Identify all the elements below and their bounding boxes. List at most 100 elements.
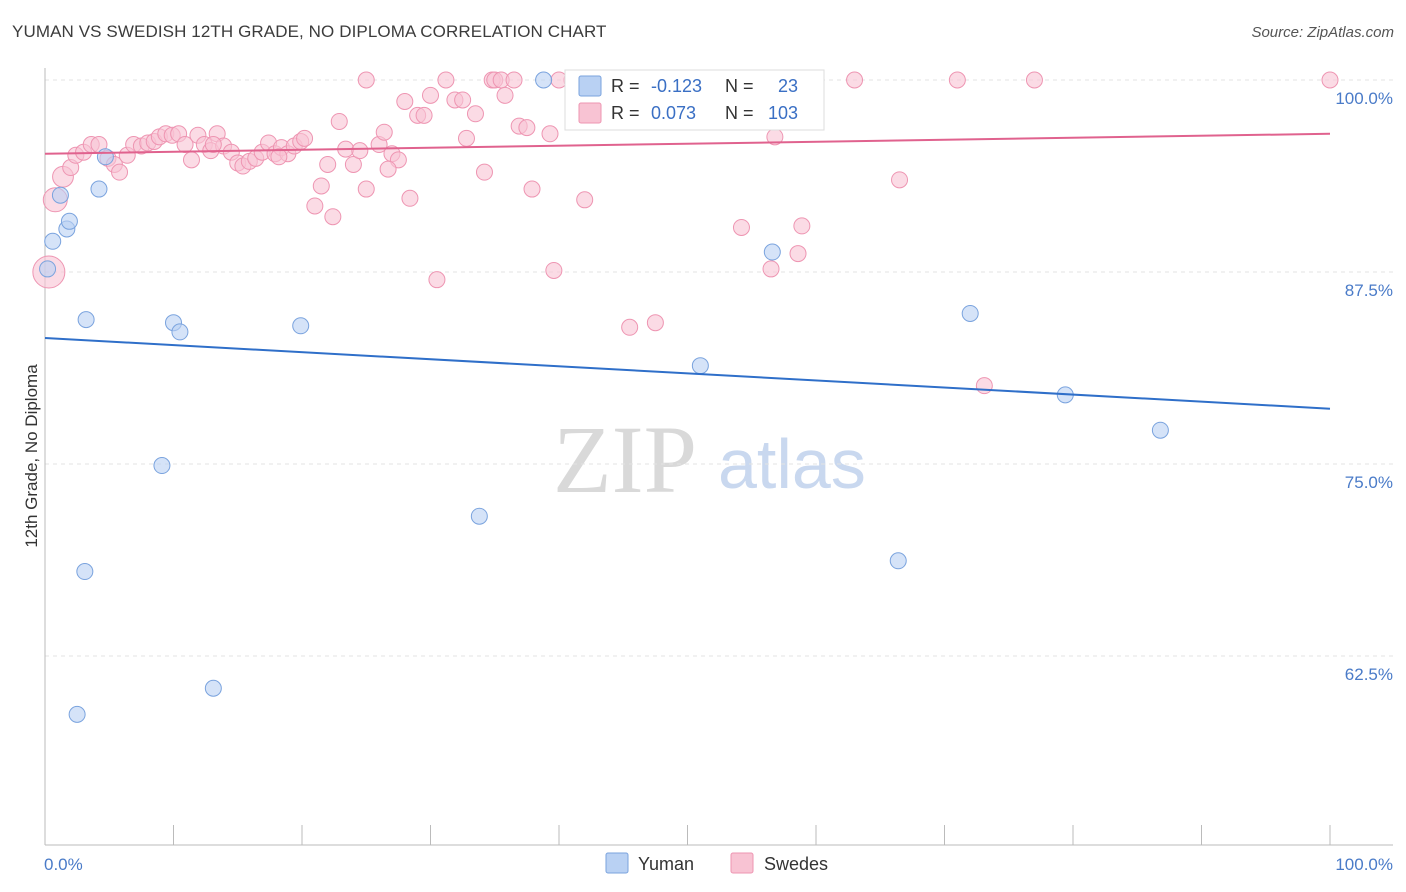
x-tick-label-0: 0.0% [44, 855, 83, 874]
legend-box [564, 69, 825, 131]
swedes-point-21 [182, 151, 200, 169]
swedes-point-95 [1321, 71, 1339, 89]
yuman-point-1 [44, 232, 62, 250]
yuman-point-15 [470, 507, 488, 525]
swedes-point-93 [975, 377, 993, 395]
swedes-point-57 [415, 106, 433, 124]
series-legend-label-swedes: Swedes [764, 854, 828, 874]
swedes-point-51 [375, 123, 393, 141]
yuman-point-11 [76, 563, 94, 581]
axes [44, 68, 1393, 846]
y-tick-label-1: 75.0% [1345, 473, 1393, 492]
watermark-zip: ZIP [553, 406, 697, 513]
swedes-point-70 [505, 71, 523, 89]
yuman-point-5 [77, 311, 95, 329]
series-legend-swatch-yuman [605, 852, 629, 874]
swedes-point-63 [457, 129, 475, 147]
swedes-point-41 [312, 177, 330, 195]
legend-r-value-yuman: -0.123 [651, 76, 702, 96]
swedes-point-43 [324, 208, 342, 226]
swedes-point-81 [646, 314, 664, 332]
swedes-trendline [44, 132, 1331, 155]
swedes-point-74 [541, 125, 559, 143]
yuman-point-13 [204, 679, 222, 697]
swedes-point-55 [401, 189, 419, 207]
swedes-point-94 [1025, 71, 1043, 89]
y-tick-label-2: 87.5% [1345, 281, 1393, 300]
swedes-point-85 [762, 260, 780, 278]
correlation-legend: R = -0.123 N = 23 R = 0.073 N = 103 [564, 69, 825, 131]
yuman-point-0 [39, 260, 57, 278]
legend-r-label-swedes: R = [611, 103, 640, 123]
swedes-point-54 [396, 93, 414, 111]
swedes-point-10 [111, 163, 129, 181]
series-legend-label-yuman: Yuman [638, 854, 694, 874]
yuman-point-10 [153, 457, 171, 475]
yuman-point-17 [763, 243, 781, 261]
series-legend-swatch-swedes [730, 852, 754, 874]
legend-swatch-yuman [578, 75, 602, 97]
trendlines [44, 132, 1331, 410]
legend-n-label-yuman: N = [725, 76, 754, 96]
legend-n-value-swedes: 103 [768, 103, 798, 123]
swedes-point-59 [428, 271, 446, 289]
swedes-point-64 [466, 105, 484, 123]
swedes-point-101 [379, 160, 397, 178]
swedes-point-58 [422, 86, 439, 104]
yuman-point-12 [68, 705, 86, 723]
yuman-point-19 [961, 304, 979, 322]
swedes-point-87 [789, 245, 807, 263]
swedes-points [32, 71, 1339, 395]
y-tick-label-3: 100.0% [1335, 89, 1393, 108]
source-label: Source: ZipAtlas.com [1251, 24, 1394, 41]
yuman-point-14 [292, 317, 310, 335]
series-legend: Yuman Swedes [605, 852, 828, 874]
yuman-point-22 [1151, 421, 1169, 439]
y-axis-label: 12th Grade, No Diploma [22, 364, 41, 548]
chart-title: YUMAN VS SWEDISH 12TH GRADE, NO DIPLOMA … [12, 22, 607, 41]
swedes-point-47 [351, 142, 369, 160]
y-tick-labels: 62.5% 75.0% 87.5% 100.0% [1335, 89, 1393, 684]
yuman-point-18 [691, 357, 709, 375]
yuman-point-9 [171, 323, 189, 341]
swedes-point-73 [523, 180, 541, 198]
x-tick-labels: 0.0% 100.0% [44, 855, 1393, 874]
swedes-point-39 [296, 129, 314, 147]
yuman-point-6 [90, 180, 108, 198]
swedes-point-78 [576, 191, 594, 209]
swedes-point-99 [204, 136, 222, 154]
legend-r-label-yuman: R = [611, 76, 640, 96]
yuman-point-16 [535, 71, 553, 89]
swedes-point-62 [454, 91, 472, 109]
swedes-point-91 [891, 171, 909, 189]
swedes-point-79 [621, 318, 639, 336]
swedes-point-69 [496, 86, 514, 104]
swedes-point-42 [319, 155, 337, 173]
swedes-point-65 [475, 163, 493, 181]
swedes-point-100 [270, 148, 288, 166]
x-tick-label-1: 100.0% [1335, 855, 1393, 874]
swedes-point-72 [518, 119, 536, 137]
swedes-point-60 [437, 71, 455, 89]
swedes-point-40 [306, 197, 324, 215]
yuman-trendline [44, 337, 1331, 410]
legend-n-label-swedes: N = [725, 103, 754, 123]
swedes-point-75 [545, 261, 563, 279]
yuman-point-7 [96, 148, 114, 166]
swedes-point-46 [344, 155, 362, 173]
y-tick-label-0: 62.5% [1345, 665, 1393, 684]
swedes-point-84 [732, 218, 750, 236]
swedes-point-48 [357, 180, 375, 198]
swedes-point-90 [846, 71, 864, 89]
yuman-point-2 [51, 186, 69, 204]
legend-n-value-yuman: 23 [778, 76, 798, 96]
legend-r-value-swedes: 0.073 [651, 103, 696, 123]
yuman-point-4 [60, 212, 78, 230]
yuman-point-20 [889, 552, 907, 570]
swedes-point-44 [330, 112, 348, 130]
yuman-points [39, 71, 1169, 723]
swedes-point-49 [357, 71, 375, 89]
legend-swatch-swedes [578, 102, 602, 124]
swedes-point-92 [948, 71, 966, 89]
